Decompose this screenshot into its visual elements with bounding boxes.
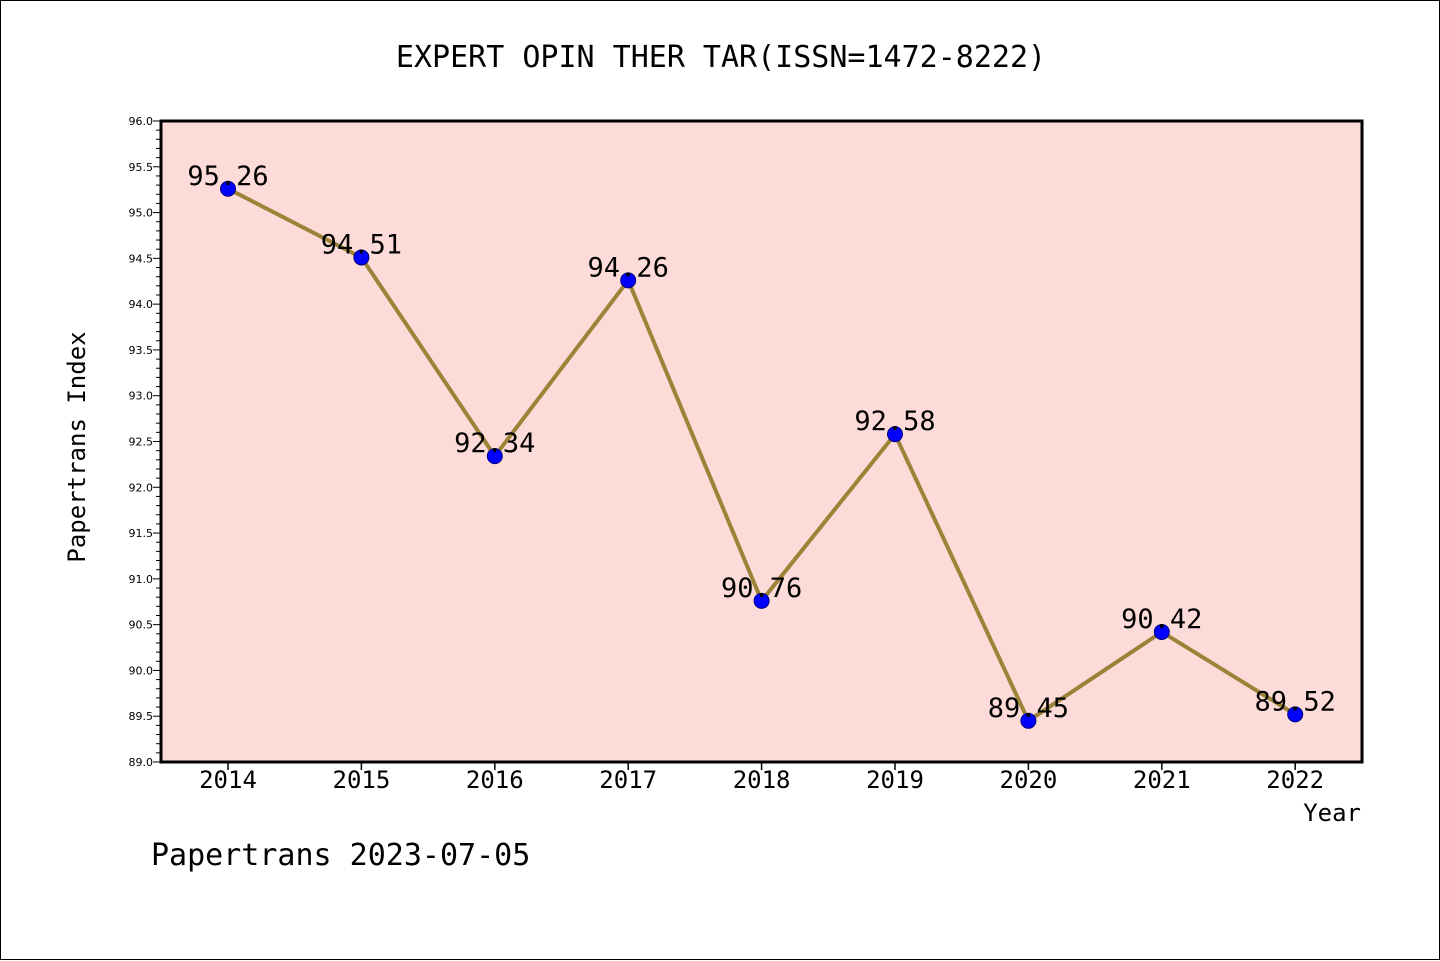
y-tick-label: 95.5 [129,161,154,174]
data-point [1153,623,1170,640]
y-tick-label: 95.0 [129,207,154,220]
x-tick-label: 2014 [199,766,257,794]
data-label: 94.26 [588,252,669,283]
data-label: 90.42 [1121,604,1202,635]
y-tick-label: 93.5 [129,344,154,357]
y-tick-label: 93.0 [129,390,154,403]
y-tick-label: 90.0 [129,664,154,677]
data-label: 89.52 [1255,686,1336,717]
y-axis-title: Papertrans Index [63,331,91,562]
data-point [353,249,370,266]
data-label: 90.76 [721,573,802,604]
x-tick-label: 2021 [1133,766,1191,794]
x-tick-label: 2019 [866,766,924,794]
data-point [887,426,903,443]
y-tick-label: 91.0 [129,573,154,586]
x-tick-label: 2020 [1000,766,1058,794]
y-tick-label: 94.5 [129,252,154,265]
data-label: 92.34 [454,428,535,459]
data-label: 89.45 [988,693,1069,724]
y-tick-label: 90.5 [129,619,154,632]
x-tick-label: 2016 [466,766,524,794]
x-axis-ticks: 2014 2015 2016 2017 2018 2019 2020 2021 2022 [199,762,1324,794]
data-label: 95.26 [187,161,268,192]
y-tick-label: 89.5 [129,710,154,723]
y-tick-label: 92.5 [129,436,154,449]
y-tick-label: 89.0 [129,756,154,769]
x-tick-label: 2017 [599,766,657,794]
data-point [1020,712,1037,729]
x-tick-label: 2015 [333,766,391,794]
x-axis-title: Year [1303,799,1361,827]
plot-area [161,121,1362,762]
data-point [220,180,236,197]
y-tick-label: 91.5 [129,527,154,540]
x-tick-label: 2022 [1266,766,1324,794]
data-point [486,448,503,465]
data-point [1287,706,1304,723]
x-tick-label: 2018 [733,766,791,794]
data-point [620,272,637,289]
y-axis-ticks: 89.0 89.5 90.0 90.5 91.0 91.5 92.0 92.5 93.0 93.5… [129,115,161,769]
data-point [753,592,770,609]
data-labels: 95.26 94.51 92.34 94.26 90.76 92.58 89.45 90.42… [187,161,1335,724]
y-tick-label: 94.0 [129,298,154,311]
y-tick-label: 92.0 [129,481,154,494]
chart-title: EXPERT OPIN THER TAR(ISSN=1472-8222) [396,40,1046,75]
footer-text: Papertrans 2023-07-05 [151,838,530,873]
y-tick-label: 96.0 [129,115,154,128]
data-label: 92.58 [854,406,935,437]
plot-border [159,119,1364,764]
data-label: 94.51 [321,229,402,260]
data-markers [220,180,1304,729]
